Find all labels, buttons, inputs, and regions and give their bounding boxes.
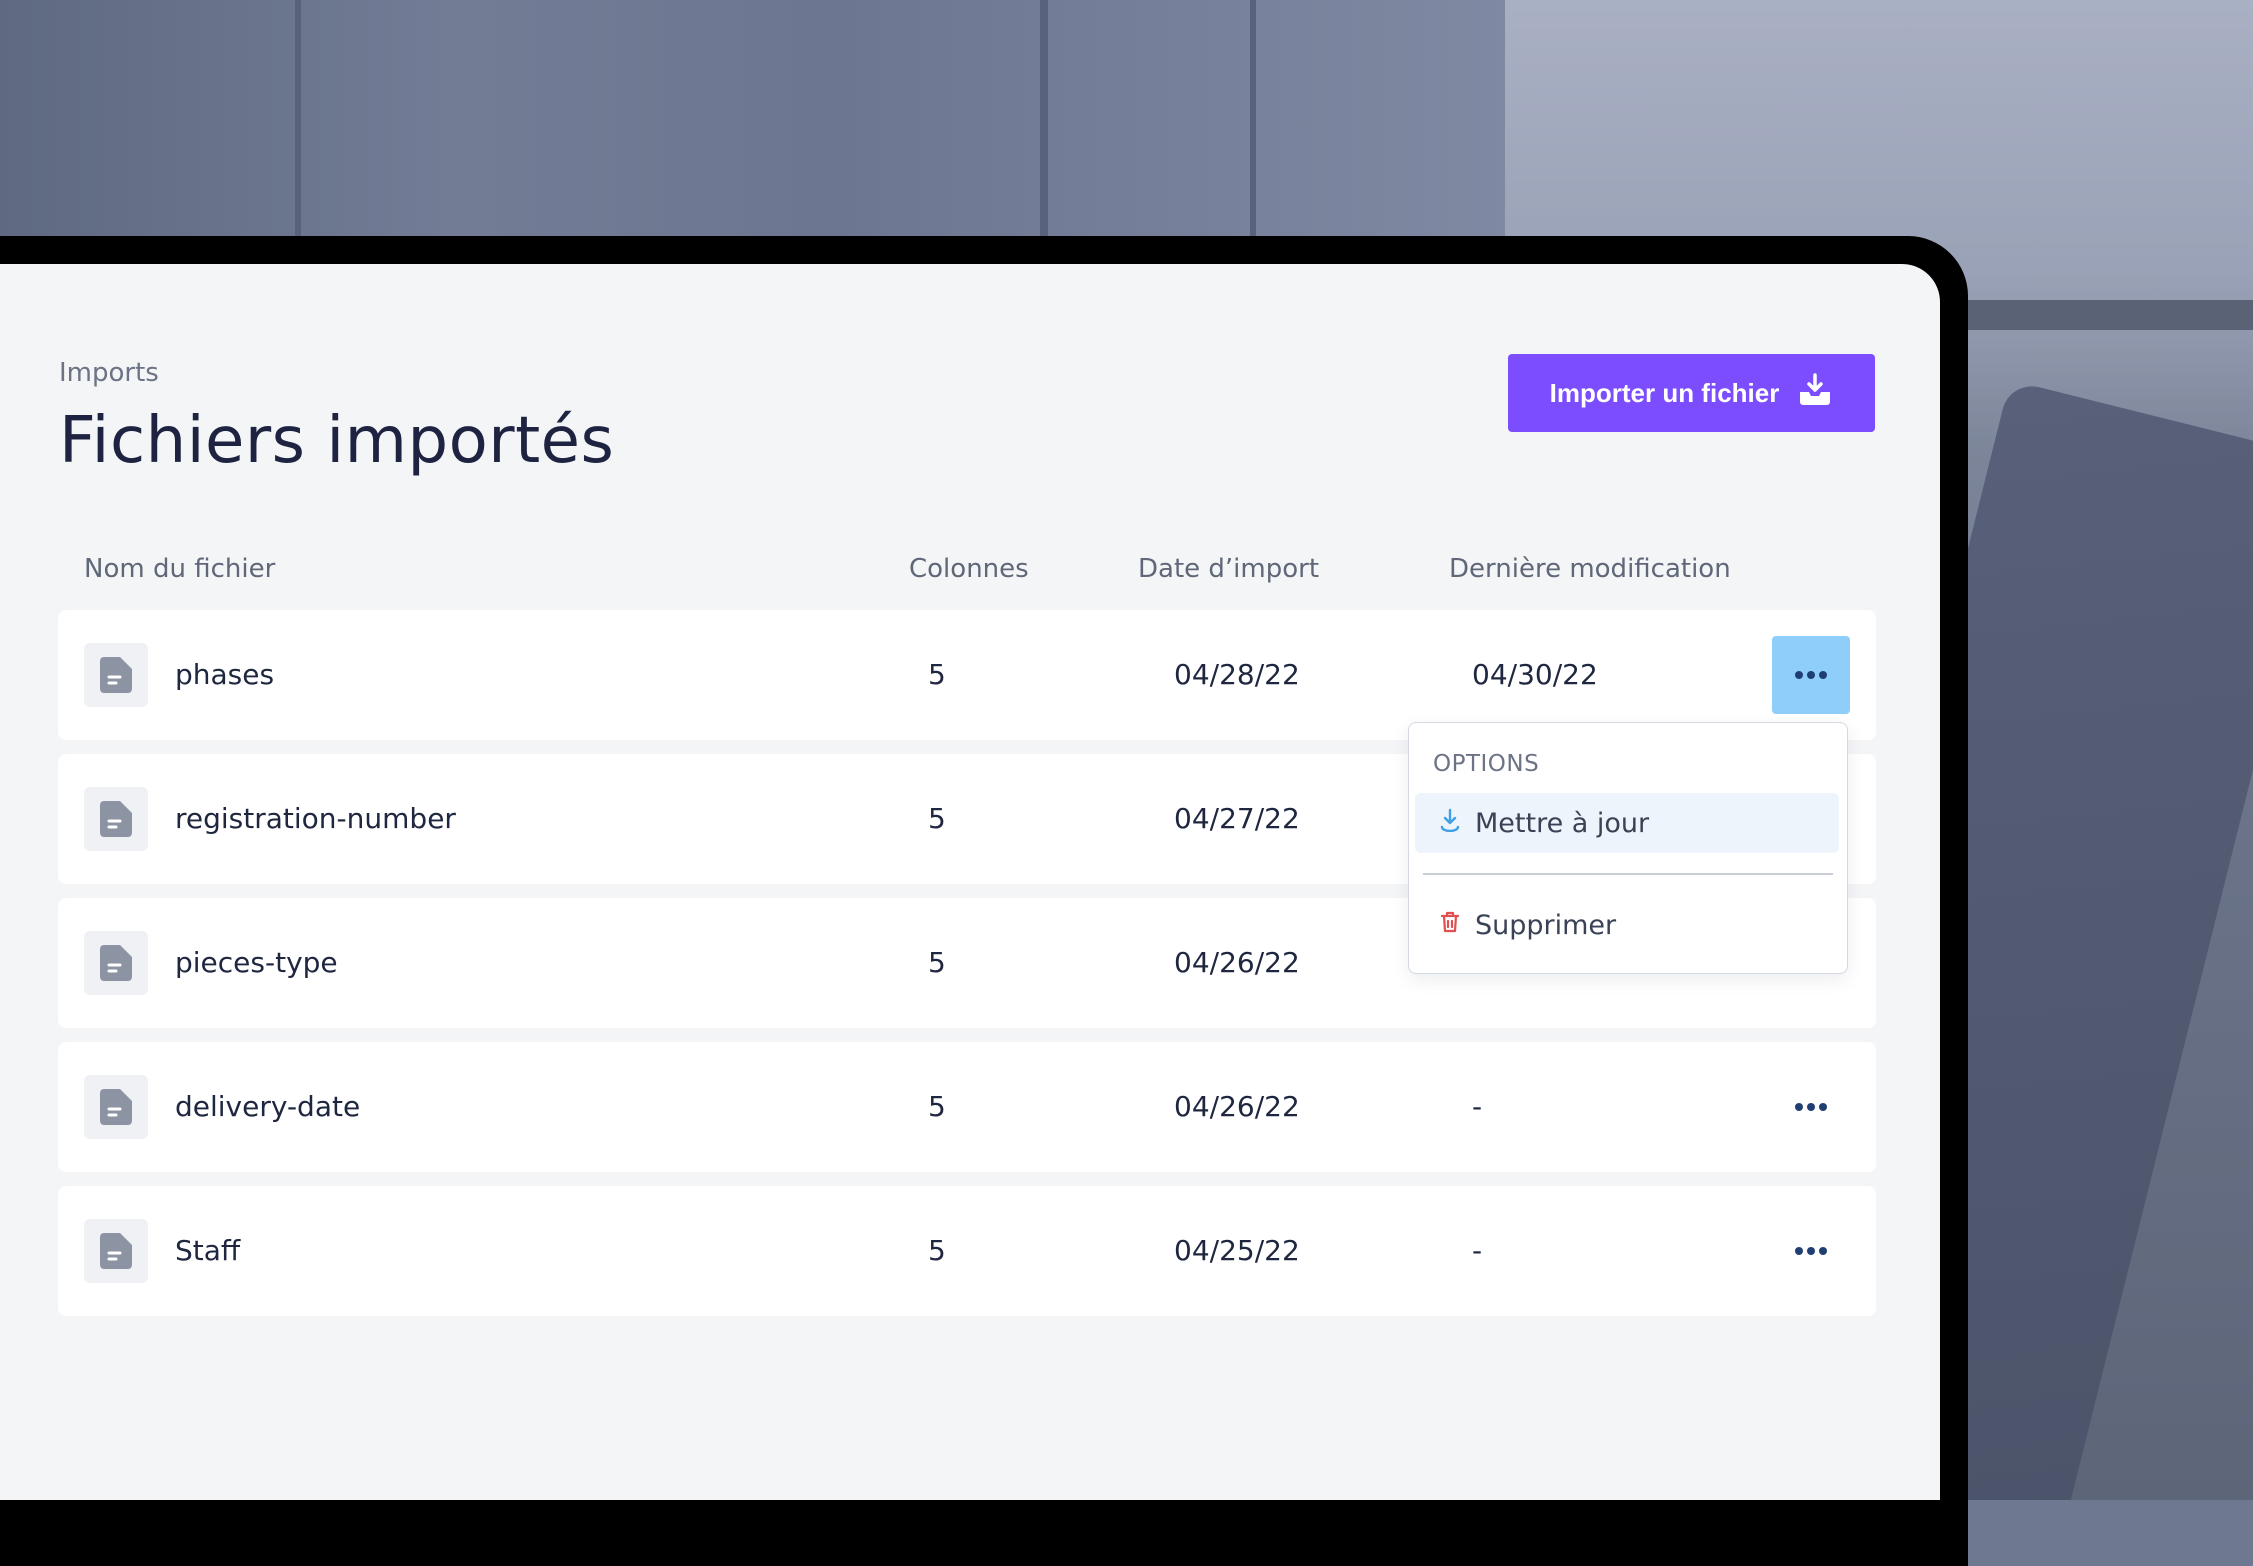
- import-date: 04/28/22: [1174, 658, 1300, 691]
- row-options-dropdown: OPTIONS Mettre à jour Supprimer: [1408, 722, 1848, 974]
- file-name[interactable]: phases: [175, 658, 275, 691]
- background-wall-seam: [295, 0, 301, 250]
- file-name[interactable]: pieces-type: [175, 946, 338, 979]
- column-count: 5: [928, 802, 946, 835]
- delete-menu-item-label: Supprimer: [1475, 909, 1617, 941]
- table-row[interactable]: Staff 5 04/25/22 -: [58, 1186, 1876, 1316]
- dropdown-divider: [1423, 873, 1833, 875]
- update-menu-item[interactable]: Mettre à jour: [1415, 793, 1839, 853]
- more-dots-icon: [1795, 1103, 1827, 1111]
- file-icon: [84, 1219, 148, 1283]
- last-modified: -: [1472, 1234, 1483, 1267]
- background-wall: [0, 0, 1510, 250]
- file-name[interactable]: registration-number: [175, 802, 456, 835]
- table-row[interactable]: delivery-date 5 04/26/22 -: [58, 1042, 1876, 1172]
- more-dots-icon: [1795, 671, 1827, 679]
- breadcrumb[interactable]: Imports: [59, 358, 159, 388]
- import-file-button[interactable]: Importer un fichier: [1508, 354, 1875, 432]
- delete-menu-item[interactable]: Supprimer: [1415, 895, 1839, 955]
- import-file-button-label: Importer un fichier: [1549, 377, 1780, 408]
- column-count: 5: [928, 658, 946, 691]
- last-modified: 04/30/22: [1472, 658, 1598, 691]
- file-icon: [84, 643, 148, 707]
- download-tray-icon: [1797, 372, 1833, 415]
- row-options-button[interactable]: [1772, 636, 1850, 714]
- import-date: 04/27/22: [1174, 802, 1300, 835]
- last-modified: -: [1472, 1090, 1483, 1123]
- row-options-button[interactable]: [1772, 1212, 1850, 1290]
- import-date: 04/26/22: [1174, 946, 1300, 979]
- file-icon: [84, 931, 148, 995]
- download-arrow-icon: [1439, 808, 1461, 839]
- column-count: 5: [928, 946, 946, 979]
- background-wall-seam: [1040, 0, 1048, 250]
- file-name[interactable]: delivery-date: [175, 1090, 361, 1123]
- column-header-last-modified[interactable]: Dernière modification: [1449, 554, 1731, 584]
- row-options-button[interactable]: [1772, 1068, 1850, 1146]
- update-menu-item-label: Mettre à jour: [1475, 807, 1650, 839]
- file-name[interactable]: Staff: [175, 1234, 241, 1267]
- column-count: 5: [928, 1090, 946, 1123]
- column-header-name[interactable]: Nom du fichier: [84, 554, 276, 584]
- file-icon: [84, 787, 148, 851]
- dropdown-header: OPTIONS: [1433, 751, 1540, 777]
- table-row[interactable]: phases 5 04/28/22 04/30/22: [58, 610, 1876, 740]
- background-wall-seam: [1250, 0, 1256, 250]
- page-title: Fichiers importés: [59, 404, 615, 478]
- column-header-columns[interactable]: Colonnes: [909, 554, 1029, 584]
- more-dots-icon: [1795, 1247, 1827, 1255]
- file-icon: [84, 1075, 148, 1139]
- column-count: 5: [928, 1234, 946, 1267]
- import-date: 04/26/22: [1174, 1090, 1300, 1123]
- trash-icon: [1439, 910, 1461, 941]
- import-date: 04/25/22: [1174, 1234, 1300, 1267]
- app-screen: Imports Fichiers importés Importer un fi…: [0, 264, 1940, 1500]
- column-header-import-date[interactable]: Date d’import: [1138, 554, 1320, 584]
